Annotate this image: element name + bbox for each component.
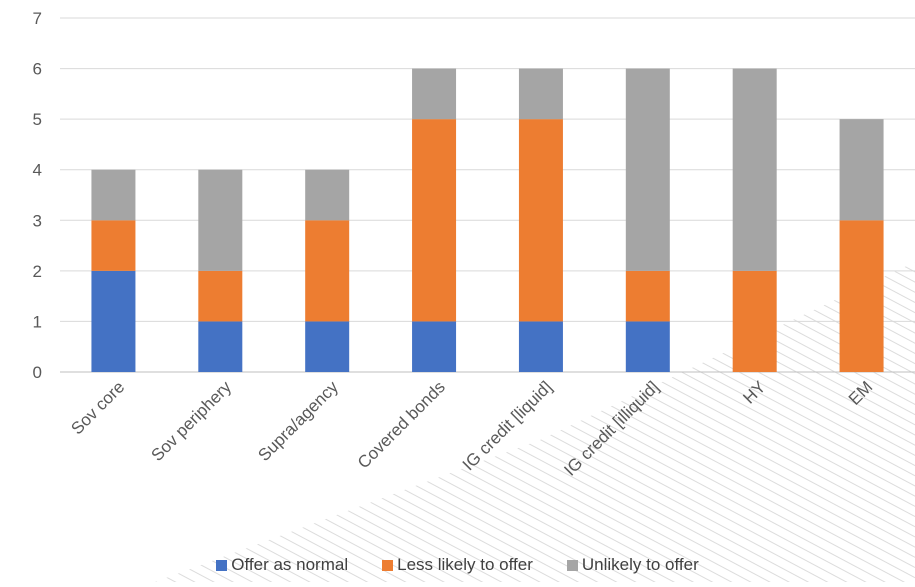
y-tick-label: 0	[33, 363, 42, 382]
legend-swatch	[382, 559, 394, 571]
x-tick-label: Covered bonds	[354, 377, 449, 472]
bar-segment	[412, 119, 457, 322]
y-tick-label: 1	[33, 312, 42, 331]
bar-segment	[198, 169, 243, 271]
bar-segment	[839, 220, 884, 372]
bar-segment	[198, 321, 243, 372]
legend-item: Offer as normal	[216, 555, 348, 575]
bar-segment	[305, 169, 350, 221]
bars	[91, 68, 884, 372]
y-tick-label: 6	[33, 60, 42, 79]
background-hatch	[155, 262, 915, 582]
bar-segment	[732, 68, 777, 271]
bar-segment	[91, 220, 136, 271]
bar-segment	[625, 270, 670, 322]
bar-segment	[518, 68, 563, 120]
y-tick-label: 3	[33, 211, 42, 230]
legend-label: Less likely to offer	[397, 555, 533, 574]
legend-item: Unlikely to offer	[566, 555, 699, 575]
legend-item: Less likely to offer	[382, 555, 533, 575]
legend-swatch	[216, 559, 228, 571]
gridlines	[60, 17, 915, 373]
y-tick-label: 5	[33, 110, 42, 129]
bar-segment	[518, 119, 563, 322]
bar-segment	[839, 119, 884, 221]
y-axis-ticks: 0 1 2 3 4 5 6 7	[33, 9, 42, 382]
bar-segment	[305, 220, 350, 322]
legend-label: Offer as normal	[231, 555, 349, 574]
legend-swatch	[566, 559, 578, 571]
bar-segment	[518, 321, 563, 372]
y-tick-label: 7	[33, 9, 42, 28]
bar-segment	[625, 68, 670, 271]
bar-segment	[412, 321, 457, 372]
bar-segment	[305, 321, 350, 372]
bar-segment	[198, 270, 243, 322]
bar-segment	[732, 270, 777, 372]
x-tick-label: Supra/agency	[254, 377, 342, 465]
x-tick-label: Sov core	[67, 377, 128, 438]
bar-segment	[91, 169, 136, 221]
bar-segment	[625, 321, 670, 372]
y-tick-label: 4	[33, 161, 42, 180]
x-tick-label: Sov periphery	[148, 377, 236, 465]
legend-label: Unlikely to offer	[581, 555, 699, 574]
legend: Offer as normal Less likely to offer Unlik…	[0, 553, 915, 577]
bar-segment	[91, 270, 136, 372]
bar-segment	[412, 68, 457, 120]
y-tick-label: 2	[33, 262, 42, 281]
